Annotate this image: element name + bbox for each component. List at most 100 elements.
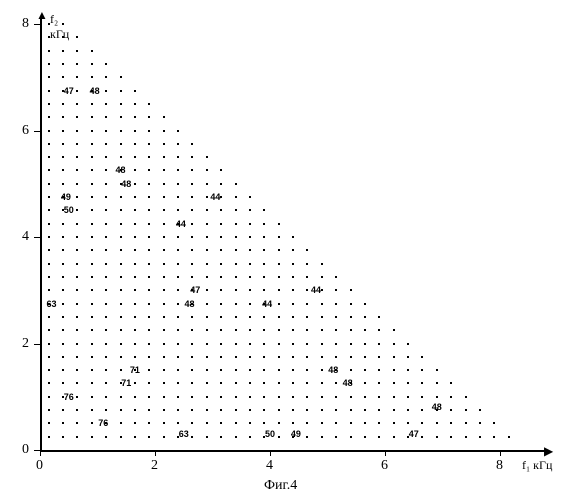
x-axis: [40, 450, 546, 452]
scatter-dot: [76, 196, 78, 198]
scatter-dot: [177, 276, 179, 278]
scatter-dot: [378, 343, 380, 345]
scatter-dot: [479, 436, 481, 438]
scatter-dot: [306, 409, 308, 411]
scatter-dot: [235, 183, 237, 185]
scatter-dot: [105, 263, 107, 265]
scatter-dot: [48, 343, 50, 345]
scatter-dot: [235, 343, 237, 345]
scatter-dot: [235, 276, 237, 278]
scatter-dot: [148, 329, 150, 331]
scatter-dot: [206, 369, 208, 371]
scatter-dot: [191, 236, 193, 238]
scatter-dot: [48, 156, 50, 158]
scatter-dot: [62, 169, 64, 171]
scatter-dot: [321, 409, 323, 411]
scatter-dot: [177, 329, 179, 331]
scatter-dot: [91, 422, 93, 424]
scatter-dot: [263, 289, 265, 291]
scatter-dot: [134, 236, 136, 238]
scatter-dot: [263, 236, 265, 238]
scatter-dot: [48, 196, 50, 198]
scatter-dot: [91, 156, 93, 158]
scatter-dot: [278, 422, 280, 424]
scatter-dot: [335, 289, 337, 291]
scatter-dot: [292, 289, 294, 291]
scatter-dot: [220, 343, 222, 345]
scatter-dot: [306, 303, 308, 305]
scatter-dot: [120, 369, 122, 371]
scatter-dot: [350, 369, 352, 371]
scatter-dot: [350, 303, 352, 305]
scatter-dot: [350, 329, 352, 331]
scatter-dot: [48, 436, 50, 438]
scatter-dot: [91, 369, 93, 371]
scatter-dot: [191, 422, 193, 424]
scatter-dot: [191, 369, 193, 371]
x-axis-label: f₁ кГц: [522, 458, 552, 473]
scatter-dot: [48, 223, 50, 225]
scatter-dot: [292, 303, 294, 305]
x-tick-label: 6: [381, 458, 388, 474]
scatter-dot: [220, 356, 222, 358]
scatter-dot: [235, 289, 237, 291]
scatter-dot: [62, 249, 64, 251]
scatter-dot: [148, 103, 150, 105]
scatter-dot: [249, 422, 251, 424]
scatter-dot: [479, 422, 481, 424]
scatter-dot: [177, 236, 179, 238]
x-tick: [40, 450, 41, 456]
scatter-dot: [120, 303, 122, 305]
scatter-dot: [177, 263, 179, 265]
scatter-dot: [62, 143, 64, 145]
scatter-dot: [436, 436, 438, 438]
scatter-dot: [76, 369, 78, 371]
scatter-dot: [263, 422, 265, 424]
scatter-dot: [148, 183, 150, 185]
scatter-dot: [263, 223, 265, 225]
scatter-dot: [48, 369, 50, 371]
scatter-dot: [335, 356, 337, 358]
scatter-dot: [263, 343, 265, 345]
scatter-dot: [220, 289, 222, 291]
scatter-dot: [278, 436, 280, 438]
x-tick: [155, 450, 156, 456]
scatter-dot: [62, 156, 64, 158]
scatter-dot: [220, 316, 222, 318]
scatter-dot: [105, 369, 107, 371]
scatter-dot: [292, 422, 294, 424]
scatter-dot: [62, 409, 64, 411]
scatter-dot: [134, 422, 136, 424]
scatter-dot: [105, 289, 107, 291]
scatter-dot: [163, 276, 165, 278]
scatter-dot: [278, 236, 280, 238]
scatter-dot: [263, 329, 265, 331]
scatter-dot: [163, 116, 165, 118]
scatter-dot: [48, 356, 50, 358]
scatter-dot: [62, 436, 64, 438]
scatter-dot: [235, 209, 237, 211]
scatter-dot: [105, 103, 107, 105]
scatter-dot: [249, 436, 251, 438]
scatter-dot: [91, 356, 93, 358]
scatter-dot: [76, 409, 78, 411]
scatter-dot: [76, 169, 78, 171]
x-tick: [385, 450, 386, 456]
scatter-dot: [91, 50, 93, 52]
scatter-dot: [134, 130, 136, 132]
scatter-dot: [306, 396, 308, 398]
scatter-dot: [335, 303, 337, 305]
scatter-dot: [148, 289, 150, 291]
scatter-dot: [134, 343, 136, 345]
scatter-dot: [364, 382, 366, 384]
scatter-dot: [306, 369, 308, 371]
scatter-dot: [493, 436, 495, 438]
scatter-dot: [407, 422, 409, 424]
scatter-dot: [350, 356, 352, 358]
scatter-dot: [220, 276, 222, 278]
scatter-dot: [62, 369, 64, 371]
scatter-dot: [148, 223, 150, 225]
scatter-dot: [393, 356, 395, 358]
scatter-dot: [364, 369, 366, 371]
scatter-dot: [62, 63, 64, 65]
